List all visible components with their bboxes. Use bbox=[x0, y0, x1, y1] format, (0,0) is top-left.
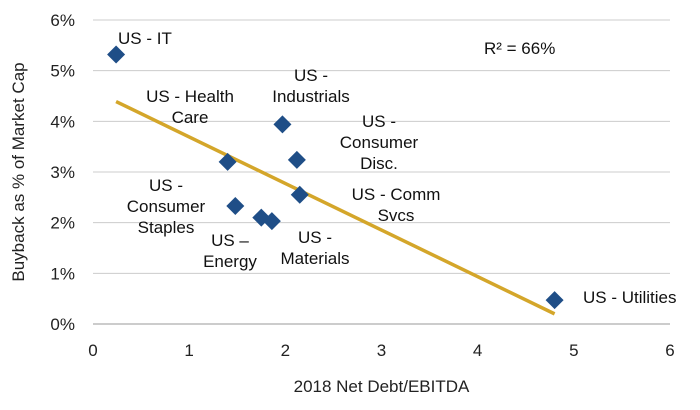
y-tick-label: 6% bbox=[50, 11, 75, 30]
y-tick-label: 0% bbox=[50, 315, 75, 334]
x-axis-ticks: 0 1 2 3 4 5 6 bbox=[88, 341, 674, 360]
point-labels: US - IT US - Health Care US -Industrials US … bbox=[118, 29, 677, 307]
data-point-marker bbox=[290, 185, 309, 204]
point-label: US -Consumer Disc. bbox=[340, 112, 419, 173]
y-tick-label: 1% bbox=[50, 264, 75, 283]
trendline bbox=[115, 99, 556, 316]
x-tick-label: 0 bbox=[88, 341, 97, 360]
point-label: US - Health Care bbox=[146, 87, 234, 127]
point-label: US -Consumer Staples bbox=[127, 176, 206, 237]
grid-lines bbox=[93, 19, 670, 274]
data-point-marker bbox=[545, 291, 564, 310]
data-point-marker bbox=[226, 196, 245, 215]
x-tick-label: 4 bbox=[473, 341, 482, 360]
data-point-marker bbox=[218, 152, 237, 171]
point-label: US -Materials bbox=[281, 228, 350, 268]
y-axis-title: Buyback as % of Market Cap bbox=[9, 62, 28, 281]
data-points bbox=[107, 45, 564, 310]
data-point-marker bbox=[262, 212, 281, 231]
x-tick-label: 3 bbox=[377, 341, 386, 360]
y-tick-label: 2% bbox=[50, 214, 75, 233]
x-tick-label: 2 bbox=[281, 341, 290, 360]
data-point-marker bbox=[107, 45, 126, 64]
point-label: US - IT bbox=[118, 29, 172, 48]
y-tick-label: 5% bbox=[50, 62, 75, 81]
r-squared-annotation: R² = 66% bbox=[484, 39, 555, 58]
point-label: US -Industrials bbox=[272, 66, 349, 106]
data-point-marker bbox=[273, 115, 292, 134]
data-point-marker bbox=[287, 150, 306, 169]
x-tick-label: 6 bbox=[665, 341, 674, 360]
x-tick-label: 5 bbox=[569, 341, 578, 360]
y-tick-label: 3% bbox=[50, 163, 75, 182]
point-label: US – Energy bbox=[203, 231, 257, 271]
x-tick-label: 1 bbox=[184, 341, 193, 360]
y-tick-label: 4% bbox=[50, 112, 75, 131]
point-label: US - Utilities bbox=[583, 288, 677, 307]
point-label: US - Comm Svcs bbox=[352, 185, 441, 225]
x-axis-title: 2018 Net Debt/EBITDA bbox=[294, 377, 470, 396]
y-axis-ticks: 0% 1% 2% 3% 4% 5% 6% bbox=[50, 11, 75, 334]
